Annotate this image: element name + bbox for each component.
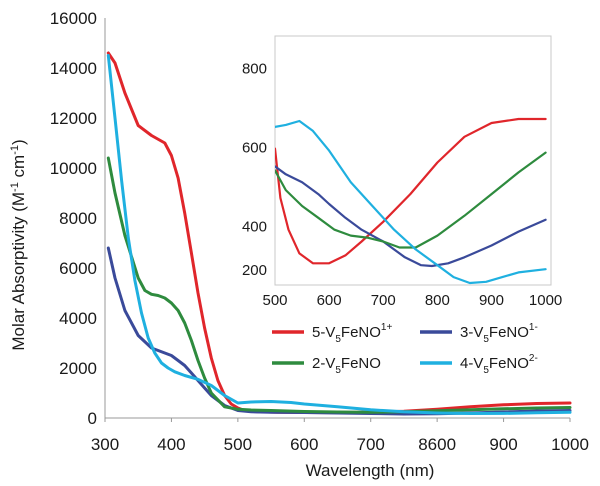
inset-frame [274, 35, 552, 286]
inset-x-tick-label: 1000 [529, 292, 562, 309]
y-tick-label: 16000 [50, 9, 97, 28]
inset-x-tick-label: 700 [371, 292, 396, 309]
inset-series-line-s4 [275, 119, 547, 285]
x-tick-label: 1000 [551, 435, 589, 454]
y-axis-title-d: -1 [9, 145, 21, 155]
legend-label-s3: 3-V5FeNO1- [460, 322, 538, 345]
y-axis-title-c: cm [9, 155, 28, 182]
inset-y-tick-label: 200 [242, 262, 267, 279]
legend-label-s4: 4-V5FeNO2- [460, 353, 538, 376]
x-tick-label: 400 [157, 435, 185, 454]
x-tick-label: 700 [357, 435, 385, 454]
y-axis-title-b: -1 [9, 182, 21, 192]
x-tick-label: 900 [489, 435, 517, 454]
inset-series-line-s5 [275, 117, 547, 265]
x-tick-label: 500 [224, 435, 252, 454]
series-line-s4 [106, 54, 572, 415]
inset-x-tick-label: 900 [479, 292, 504, 309]
main-plot-area: 300 400 500 600 700 8600 900 100002000400060008… [50, 9, 589, 454]
y-tick-label: 12000 [50, 109, 97, 128]
x-axis-title: Wavelength (nm) [306, 461, 435, 480]
y-tick-label: 2000 [59, 359, 97, 378]
x-tick-label: 8600 [418, 435, 456, 454]
inset-plot-area: 500 600 700 800 900 1000 200 400 600 800 [242, 35, 562, 309]
y-tick-label: 4000 [59, 309, 97, 328]
inset-series-line-s2 [275, 151, 547, 249]
x-tick-label: 300 [91, 435, 119, 454]
inset-y-tick-label: 400 [242, 219, 267, 236]
y-tick-label: 0 [88, 409, 97, 428]
inset-series-line-s3 [275, 165, 547, 268]
y-tick-label: 10000 [50, 159, 97, 178]
y-tick-label: 14000 [50, 59, 97, 78]
inset-x-tick-label: 600 [317, 292, 342, 309]
legend-label-s5: 5-V5FeNO1+ [312, 322, 392, 345]
inset-y-tick-label: 800 [242, 61, 267, 78]
y-axis-title-e: ) [9, 139, 28, 145]
inset-x-tick-label: 800 [425, 292, 450, 309]
y-axis-title: Molar Absorptivity (M-1 cm-1) [9, 139, 28, 350]
y-tick-label: 6000 [59, 259, 97, 278]
inset-x-tick-label: 500 [262, 292, 287, 309]
inset-y-tick-label: 600 [242, 140, 267, 157]
x-tick-label: 600 [290, 435, 318, 454]
legend-label-s2: 2-V5FeNO [312, 355, 381, 376]
y-axis-title-a: Molar Absorptivity (M [9, 192, 28, 351]
legend: 5-V5FeNO1+ 3-V5FeNO1- 2-V5FeNO 4-V5FeNO2- [272, 322, 538, 376]
y-tick-label: 8000 [59, 209, 97, 228]
